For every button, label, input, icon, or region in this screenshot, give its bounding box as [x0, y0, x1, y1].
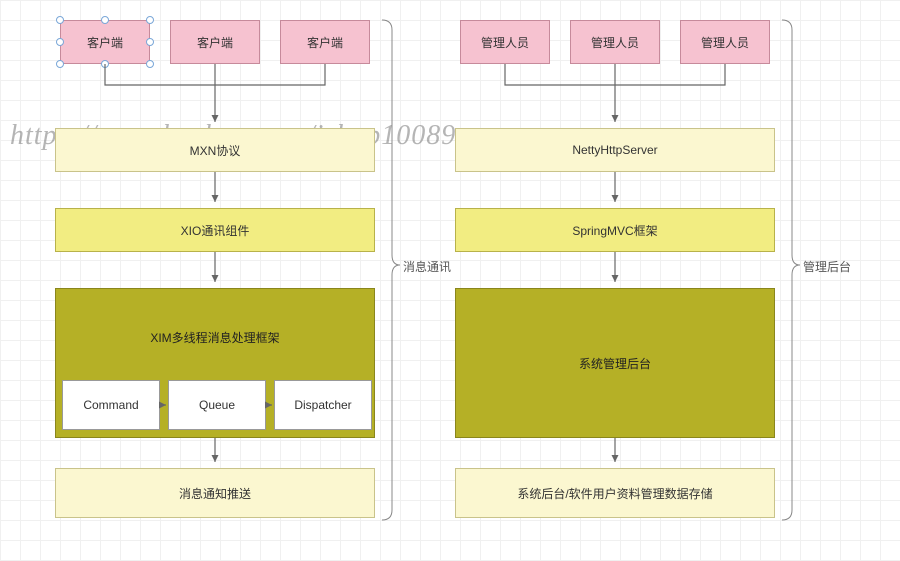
selection-handle [56, 60, 64, 68]
command-label: Command [83, 398, 138, 412]
admin-box-3: 管理人员 [680, 20, 770, 64]
selection-handle [146, 38, 154, 46]
admin-label: 管理人员 [481, 34, 529, 51]
client-label: 客户端 [197, 34, 233, 51]
protocol-label: MXN协议 [190, 142, 241, 159]
admin-box-2: 管理人员 [570, 20, 660, 64]
client-box-3: 客户端 [280, 20, 370, 64]
left-bracket-label: 消息通讯 [403, 258, 451, 275]
springmvc-label: SpringMVC框架 [572, 222, 657, 239]
push-label: 消息通知推送 [179, 485, 251, 502]
client-box-1[interactable]: 客户端 [60, 20, 150, 64]
selection-handle [146, 16, 154, 24]
admin-label: 管理人员 [701, 34, 749, 51]
xio-label: XIO通讯组件 [181, 222, 250, 239]
dispatcher-box: Dispatcher [274, 380, 372, 430]
push-box: 消息通知推送 [55, 468, 375, 518]
client-label: 客户端 [87, 34, 123, 51]
storage-label: 系统后台/软件用户资料管理数据存储 [517, 485, 712, 502]
queue-box: Queue [168, 380, 266, 430]
dispatcher-label: Dispatcher [294, 398, 351, 412]
admin-box-1: 管理人员 [460, 20, 550, 64]
backend-label: 系统管理后台 [579, 355, 651, 372]
netty-box: NettyHttpServer [455, 128, 775, 172]
command-box: Command [62, 380, 160, 430]
protocol-box: MXN协议 [55, 128, 375, 172]
right-bracket-label: 管理后台 [803, 258, 851, 275]
client-label: 客户端 [307, 34, 343, 51]
queue-label: Queue [199, 398, 235, 412]
netty-label: NettyHttpServer [572, 143, 657, 157]
springmvc-box: SpringMVC框架 [455, 208, 775, 252]
admin-label: 管理人员 [591, 34, 639, 51]
xio-box: XIO通讯组件 [55, 208, 375, 252]
selection-handle [56, 38, 64, 46]
selection-handle [101, 60, 109, 68]
selection-handle [146, 60, 154, 68]
storage-box: 系统后台/软件用户资料管理数据存储 [455, 468, 775, 518]
client-box-2: 客户端 [170, 20, 260, 64]
backend-box: 系统管理后台 [455, 288, 775, 438]
selection-handle [56, 16, 64, 24]
xim-label: XIM多线程消息处理框架 [150, 329, 279, 346]
selection-handle [101, 16, 109, 24]
